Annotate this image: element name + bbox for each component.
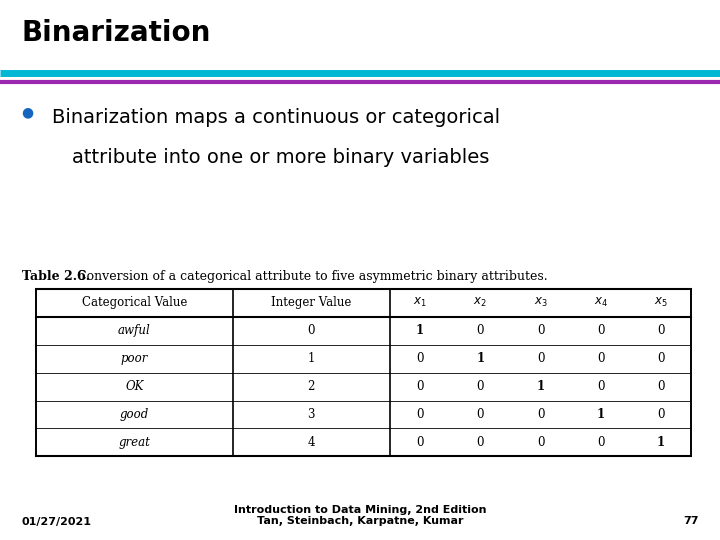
Text: 3: 3 <box>307 408 315 421</box>
Text: 01/27/2021: 01/27/2021 <box>22 516 91 526</box>
Text: 0: 0 <box>536 352 544 365</box>
Text: good: good <box>120 408 149 421</box>
Text: ●: ● <box>22 105 34 119</box>
Text: 1: 1 <box>536 380 544 393</box>
Text: 1: 1 <box>416 324 424 338</box>
Text: 0: 0 <box>416 380 423 393</box>
Text: Introduction to Data Mining, 2nd Edition
Tan, Steinbach, Karpatne, Kumar: Introduction to Data Mining, 2nd Edition… <box>234 505 486 526</box>
Text: 0: 0 <box>657 408 665 421</box>
Text: awful: awful <box>118 324 150 338</box>
Text: 0: 0 <box>597 380 605 393</box>
Text: $x_1$: $x_1$ <box>413 296 427 309</box>
Text: 0: 0 <box>597 352 605 365</box>
Text: $x_2$: $x_2$ <box>473 296 487 309</box>
Text: 0: 0 <box>477 380 484 393</box>
Text: 0: 0 <box>536 436 544 449</box>
Text: 0: 0 <box>536 408 544 421</box>
Text: Binarization maps a continuous or categorical: Binarization maps a continuous or catego… <box>52 108 500 127</box>
Text: Categorical Value: Categorical Value <box>81 296 187 309</box>
Text: $x_4$: $x_4$ <box>594 296 608 309</box>
Text: Conversion of a categorical attribute to five asymmetric binary attributes.: Conversion of a categorical attribute to… <box>73 270 548 283</box>
Text: 0: 0 <box>477 408 484 421</box>
Text: 4: 4 <box>307 436 315 449</box>
Text: 2: 2 <box>307 380 315 393</box>
Text: Integer Value: Integer Value <box>271 296 351 309</box>
Text: $x_3$: $x_3$ <box>534 296 547 309</box>
Text: 0: 0 <box>477 436 484 449</box>
Text: attribute into one or more binary variables: attribute into one or more binary variab… <box>72 148 490 167</box>
Text: 0: 0 <box>657 324 665 338</box>
Text: $x_5$: $x_5$ <box>654 296 668 309</box>
Text: 1: 1 <box>657 436 665 449</box>
Text: great: great <box>118 436 150 449</box>
Text: OK: OK <box>125 380 143 393</box>
Text: 1: 1 <box>476 352 485 365</box>
Text: 0: 0 <box>657 380 665 393</box>
Text: 0: 0 <box>477 324 484 338</box>
Text: 0: 0 <box>657 352 665 365</box>
Text: Binarization: Binarization <box>22 19 211 47</box>
Text: 0: 0 <box>597 436 605 449</box>
Text: 0: 0 <box>416 352 423 365</box>
Text: 0: 0 <box>416 408 423 421</box>
Text: 0: 0 <box>536 324 544 338</box>
Text: 1: 1 <box>597 408 605 421</box>
Text: 0: 0 <box>597 324 605 338</box>
Text: 77: 77 <box>683 516 698 526</box>
Text: 0: 0 <box>416 436 423 449</box>
Text: Table 2.6.: Table 2.6. <box>22 270 90 283</box>
Text: 0: 0 <box>307 324 315 338</box>
Text: 1: 1 <box>307 352 315 365</box>
Text: poor: poor <box>120 352 148 365</box>
Bar <box>36 289 691 456</box>
